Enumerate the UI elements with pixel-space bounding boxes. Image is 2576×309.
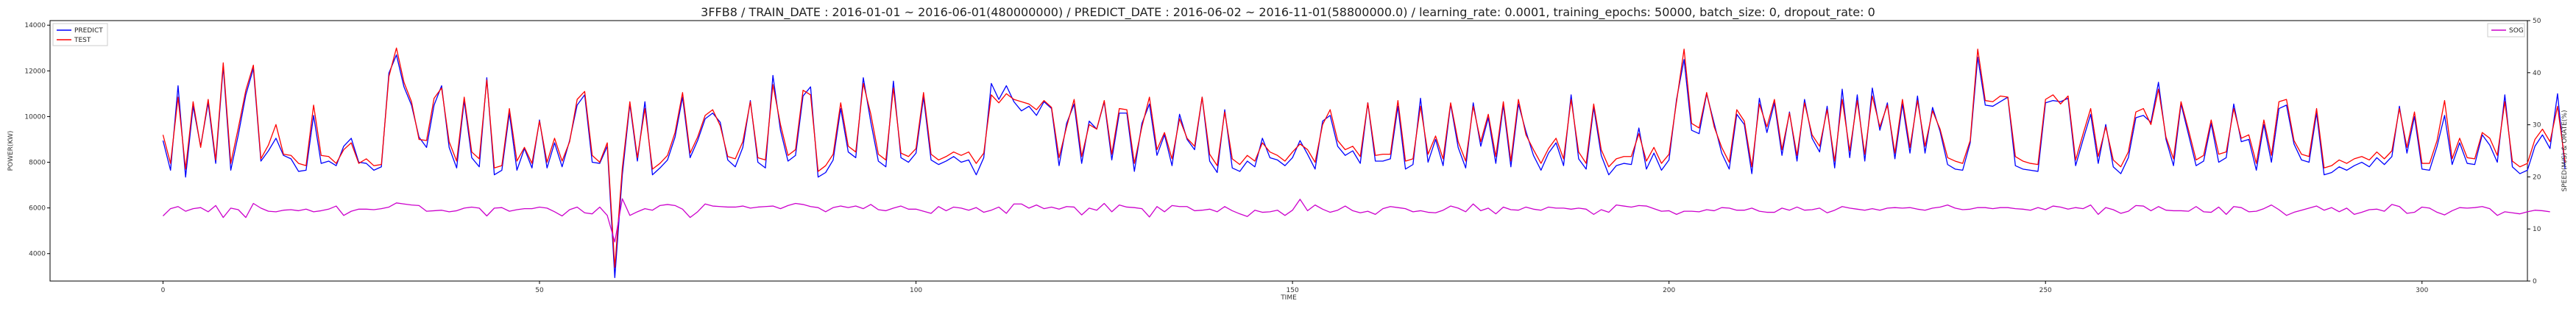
y-axis-right: 0 10 20 30 40 50: [2527, 18, 2541, 285]
legend-label-test: TEST: [74, 37, 91, 44]
y-tick-label-right: 50: [2533, 18, 2541, 25]
series-layer: [162, 47, 2566, 278]
y-tick-label-right: 10: [2533, 226, 2541, 233]
x-tick-label: 0: [161, 287, 166, 294]
legend-label-sog: SOG: [2509, 27, 2524, 35]
y-axis-right-label: SPEED(M/S) & ORATE(%): [2561, 110, 2569, 192]
legend-label-predict: PREDICT: [74, 27, 103, 35]
x-tick-label: 150: [1287, 287, 1299, 294]
legend-box: [52, 23, 108, 46]
x-tick-label: 250: [2039, 287, 2052, 294]
y-tick-label-left: 12000: [24, 68, 46, 75]
x-axis: 0 50 100 150 200 250 300: [161, 281, 2429, 294]
y-axis-left: 4000 6000 8000 10000 12000 14000: [24, 22, 50, 258]
series-line-sog: [163, 198, 2550, 243]
y-tick-label-left: 8000: [29, 160, 46, 167]
y-tick-label-right: 40: [2533, 70, 2541, 77]
x-tick-label: 300: [2416, 287, 2428, 294]
y-tick-label-left: 6000: [29, 205, 46, 213]
legend-left: PREDICT TEST: [52, 23, 108, 46]
x-tick-label: 50: [535, 287, 544, 294]
y-tick-label-left: 4000: [29, 251, 46, 258]
y-tick-label-left: 14000: [24, 22, 46, 29]
x-tick-label: 100: [910, 287, 922, 294]
y-axis-left-label: POWER(KW): [7, 131, 15, 171]
chart-title: 3FFB8 / TRAIN_DATE : 2016-01-01 ~ 2016-0…: [701, 5, 1875, 20]
y-tick-label-right: 0: [2533, 278, 2537, 285]
y-tick-label-left: 10000: [24, 113, 46, 121]
y-tick-label-right: 30: [2533, 122, 2541, 129]
plot-area: [49, 20, 2528, 282]
x-axis-label: TIME: [1280, 294, 1297, 302]
x-tick-label: 200: [1663, 287, 1675, 294]
legend-right: SOG: [2487, 23, 2525, 38]
y-tick-label-right: 20: [2533, 174, 2541, 181]
series-line-test: [162, 47, 2566, 269]
series-line-predict: [162, 54, 2566, 278]
